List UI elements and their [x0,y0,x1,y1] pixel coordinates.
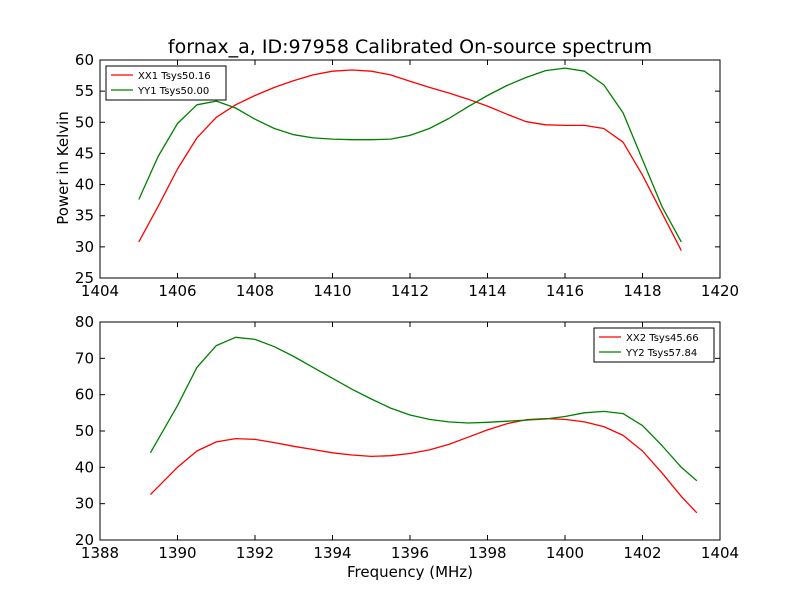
y-tick-label: 55 [75,82,94,100]
y-tick-label: 60 [75,51,94,69]
x-tick-label: 1414 [468,282,506,300]
y-tick-label: 20 [75,531,94,549]
x-tick-label: 1404 [81,282,119,300]
y-tick-label: 45 [75,144,94,162]
y-tick-label: 70 [75,349,94,367]
y-tick-label: 30 [75,238,94,256]
x-tick-label: 1418 [623,282,661,300]
x-tick-label: 1396 [391,544,429,562]
legend: XX1 Tsys50.16 YY1 Tsys50.00 [105,65,227,101]
x-tick-label: 1408 [236,282,274,300]
legend-entry: YY2 Tsys57.84 [625,348,697,359]
x-tick-label: 1420 [701,282,739,300]
y-tick-label: 80 [75,313,94,331]
series-line-green [149,336,698,482]
x-tick-label: 1390 [158,544,196,562]
y-axis-label: Power in Kelvin [54,111,72,225]
y-tick-label: 25 [75,269,94,287]
x-tick-label: 1402 [623,544,661,562]
x-tick-label: 1400 [546,544,584,562]
y-tick-label: 40 [75,458,94,476]
legend-box [105,65,227,101]
y-tick-label: 60 [75,386,94,404]
legend-box [593,327,715,363]
x-tick-label: 1394 [313,544,351,562]
bottom-subplot: 1388 1390 1392 1394 1396 1398 1400 1402 1404 20 30… [75,313,739,562]
legend-entry: XX2 Tsys45.66 [626,333,699,344]
series-line-red [138,69,682,251]
series-line-green [138,67,682,243]
x-tick-label: 1404 [701,544,739,562]
x-tick-label: 1410 [313,282,351,300]
x-tick-label: 1406 [158,282,196,300]
y-tick-label: 50 [75,113,94,131]
x-tick-label: 1416 [546,282,584,300]
legend-entry: XX1 Tsys50.16 [138,71,211,82]
x-axis-label: Frequency (MHz) [347,563,473,581]
x-tick-label: 1392 [236,544,274,562]
legend: XX2 Tsys45.66 YY2 Tsys57.84 [593,327,715,363]
y-tick-label: 40 [75,176,94,194]
chart-title: fornax_a, ID:97958 Calibrated On-source … [168,36,652,58]
legend-entry: YY1 Tsys50.00 [137,86,209,97]
x-tick-label: 1388 [81,544,119,562]
y-tick-label: 50 [75,422,94,440]
series-line-red [149,417,698,514]
x-tick-label: 1398 [468,544,506,562]
y-tick-label: 35 [75,207,94,225]
plot-frame [99,321,721,541]
y-tick-label: 30 [75,495,94,513]
top-subplot: 1404 1406 1408 1410 1412 1414 1416 1418 1420 25 30… [75,51,739,300]
plot-frame [99,59,721,279]
x-tick-label: 1412 [391,282,429,300]
